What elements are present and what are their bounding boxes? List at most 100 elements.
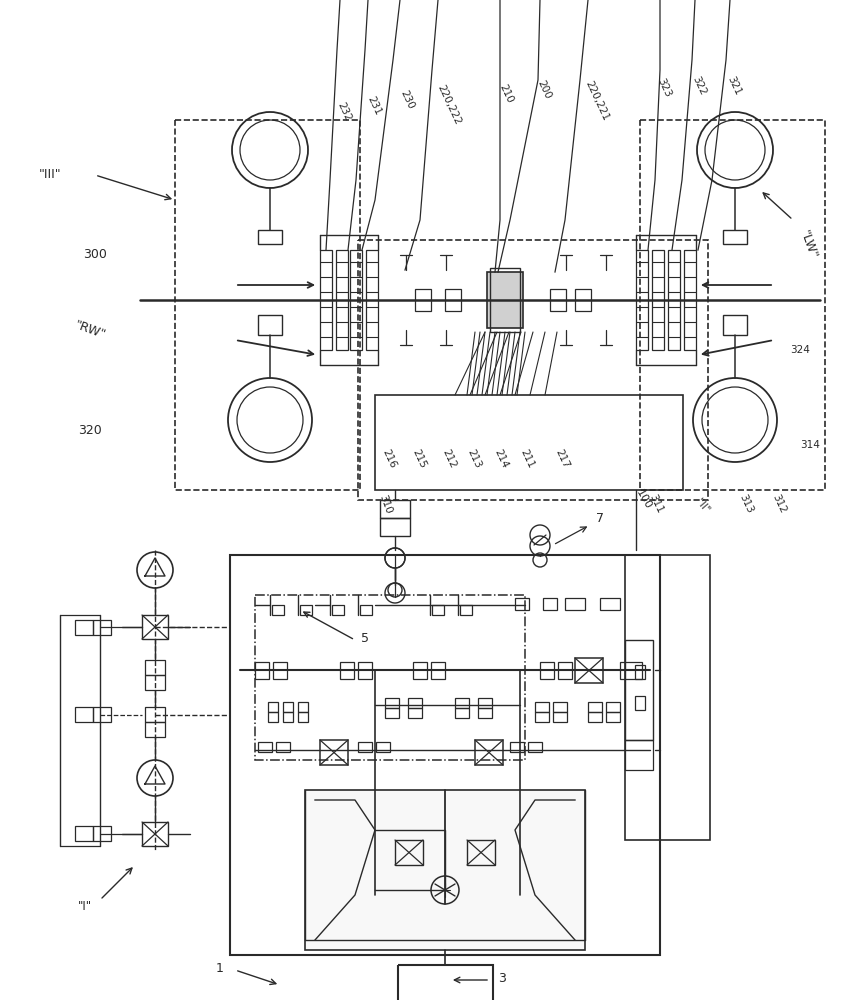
Bar — [385, 698, 399, 708]
Bar — [142, 822, 168, 846]
Bar — [258, 742, 272, 752]
Text: 232: 232 — [336, 101, 353, 123]
Bar — [300, 605, 312, 615]
Bar — [336, 250, 348, 350]
Bar — [408, 708, 422, 718]
Bar — [553, 712, 567, 722]
Bar — [445, 289, 461, 311]
Bar — [550, 289, 566, 311]
Bar — [273, 662, 287, 679]
Bar — [93, 620, 111, 635]
Bar — [320, 250, 332, 350]
Bar — [543, 598, 557, 610]
Text: 5: 5 — [361, 632, 369, 645]
Text: 7: 7 — [596, 512, 604, 524]
Bar — [565, 598, 585, 610]
Bar — [145, 707, 165, 722]
Bar — [490, 268, 520, 332]
Bar — [588, 712, 602, 722]
Text: 212: 212 — [441, 448, 458, 470]
Bar — [380, 518, 410, 536]
Bar — [640, 120, 825, 490]
Bar — [340, 662, 354, 679]
Bar — [272, 605, 284, 615]
Bar — [320, 740, 348, 765]
Text: 211: 211 — [518, 448, 536, 470]
Bar — [255, 595, 525, 760]
Bar — [600, 598, 620, 610]
Text: 231: 231 — [366, 95, 383, 117]
Text: 100: 100 — [633, 488, 653, 511]
Bar — [142, 615, 168, 639]
Bar — [455, 698, 469, 708]
Text: 3: 3 — [498, 972, 506, 984]
Bar — [606, 712, 620, 722]
Bar — [636, 250, 648, 350]
Text: 314: 314 — [800, 440, 820, 450]
Bar — [298, 712, 308, 722]
Bar — [515, 598, 529, 610]
Bar — [358, 742, 372, 752]
Bar — [478, 698, 492, 708]
Text: 323: 323 — [655, 77, 673, 99]
Text: 310: 310 — [378, 493, 394, 515]
Text: 220,221: 220,221 — [584, 79, 611, 122]
Bar — [413, 662, 427, 679]
Bar — [145, 660, 165, 675]
Bar — [350, 250, 362, 350]
Bar — [535, 702, 549, 712]
Text: "I": "I" — [78, 900, 92, 912]
Bar — [75, 620, 93, 635]
Bar — [487, 272, 523, 328]
Bar — [455, 708, 469, 718]
Bar — [366, 250, 378, 350]
Bar — [283, 702, 293, 712]
Bar — [415, 289, 431, 311]
Bar — [305, 790, 585, 950]
Bar — [93, 707, 111, 722]
Bar — [398, 965, 493, 1000]
Bar — [385, 708, 399, 718]
Bar — [93, 826, 111, 841]
Bar — [408, 698, 422, 708]
Bar — [75, 707, 93, 722]
Text: 220,222: 220,222 — [436, 83, 463, 126]
Bar — [528, 742, 542, 752]
Bar — [358, 240, 708, 500]
Text: 215: 215 — [410, 448, 428, 470]
Bar — [553, 702, 567, 712]
Bar — [535, 712, 549, 722]
Bar — [432, 605, 444, 615]
Text: 324: 324 — [790, 345, 810, 355]
Bar — [625, 555, 710, 840]
Bar — [375, 395, 683, 490]
Text: 200: 200 — [536, 79, 553, 101]
Text: 216: 216 — [380, 448, 398, 470]
Bar — [230, 555, 660, 955]
Text: 214: 214 — [493, 448, 510, 470]
Bar — [431, 662, 445, 679]
Text: "II": "II" — [693, 497, 711, 515]
Text: 312: 312 — [770, 493, 788, 515]
Bar — [75, 826, 93, 841]
Bar — [540, 662, 554, 679]
Bar — [298, 702, 308, 712]
Bar — [332, 605, 344, 615]
Bar — [145, 722, 165, 737]
Bar — [510, 742, 524, 752]
Bar — [460, 605, 472, 615]
Bar — [475, 740, 503, 765]
Bar — [145, 675, 165, 690]
Text: "LW": "LW" — [796, 229, 819, 261]
Bar — [258, 315, 282, 335]
Text: 313: 313 — [738, 493, 755, 515]
Bar — [668, 250, 680, 350]
Bar — [258, 230, 282, 244]
Text: 322: 322 — [690, 75, 708, 97]
Bar — [620, 662, 642, 679]
Bar — [652, 250, 664, 350]
Bar — [467, 840, 495, 865]
Bar — [268, 712, 278, 722]
Bar — [723, 230, 747, 244]
Text: 300: 300 — [83, 248, 107, 261]
